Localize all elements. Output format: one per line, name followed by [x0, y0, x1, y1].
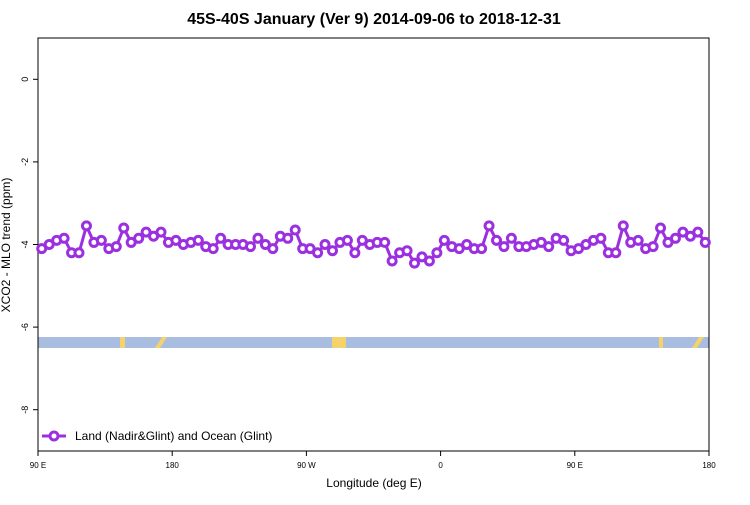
y-tick-label: -6	[20, 323, 30, 331]
point	[498, 241, 510, 253]
point	[349, 247, 361, 259]
point	[95, 234, 107, 246]
x-tick-label: 180	[702, 461, 716, 470]
point	[312, 247, 324, 259]
y-tick-label: -8	[20, 406, 30, 414]
x-tick-label: 90 W	[297, 461, 316, 470]
point	[192, 234, 204, 246]
point	[483, 220, 495, 232]
point	[655, 222, 667, 234]
ocean-strip	[38, 337, 709, 348]
point	[491, 234, 503, 246]
point	[617, 220, 629, 232]
point	[267, 243, 279, 255]
land-ocean-strip	[38, 337, 709, 348]
point	[699, 236, 711, 248]
x-axis-label: Longitude (deg E)	[326, 476, 421, 490]
legend-marker	[48, 430, 60, 442]
point	[289, 224, 301, 236]
land-patch	[120, 337, 125, 348]
point	[401, 245, 413, 257]
point	[319, 239, 331, 250]
point	[73, 247, 85, 259]
point	[409, 257, 421, 269]
point	[58, 232, 70, 244]
point	[505, 232, 517, 244]
x-tick-label: 180	[166, 461, 180, 470]
x-tick-label: 90 E	[567, 461, 583, 470]
chart-title: 45S-40S January (Ver 9) 2014-09-06 to 20…	[187, 11, 561, 28]
y-tick-label: -2	[20, 158, 30, 166]
point	[610, 247, 622, 259]
point	[155, 226, 167, 238]
land-patch	[692, 337, 704, 348]
y-tick-label: 0	[20, 77, 30, 82]
legend: Land (Nadir&Glint) and Ocean (Glint)	[42, 429, 272, 443]
point	[423, 255, 435, 267]
point	[341, 234, 353, 246]
point	[244, 241, 256, 253]
point	[476, 243, 488, 255]
land-patch	[155, 337, 167, 348]
point	[326, 245, 338, 257]
point	[438, 234, 450, 246]
point	[431, 247, 443, 259]
point	[632, 234, 644, 246]
land-patch	[332, 337, 346, 348]
point	[558, 234, 570, 246]
point	[386, 255, 398, 267]
point	[133, 232, 145, 244]
point	[118, 222, 130, 234]
land-patch	[659, 337, 663, 348]
y-tick-label: -4	[20, 240, 30, 248]
legend-label: Land (Nadir&Glint) and Ocean (Glint)	[75, 429, 272, 443]
point	[692, 226, 704, 238]
point	[252, 232, 264, 244]
y-axis-label: XCO2 - MLO trend (ppm)	[0, 178, 13, 313]
point	[595, 232, 607, 244]
point	[379, 236, 391, 248]
point	[282, 232, 294, 244]
point	[80, 220, 92, 232]
point	[110, 241, 122, 253]
point	[215, 232, 227, 244]
x-tick-label: 90 E	[30, 461, 46, 470]
x-tick-label: 0	[438, 461, 443, 470]
point	[647, 241, 659, 253]
point	[207, 243, 219, 255]
point	[543, 241, 555, 253]
point	[669, 232, 681, 244]
